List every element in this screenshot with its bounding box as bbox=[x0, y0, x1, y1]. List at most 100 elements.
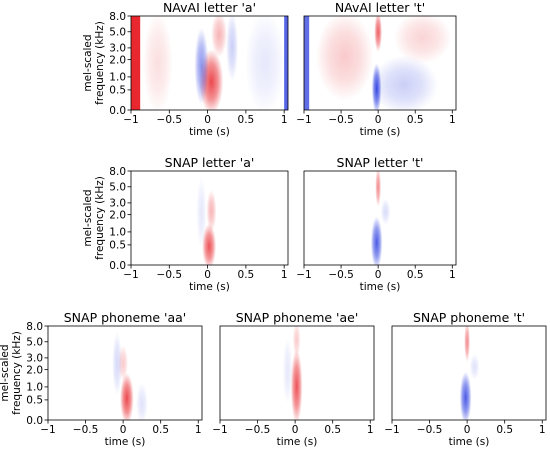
plot-frame bbox=[303, 15, 457, 111]
plot-frame bbox=[130, 15, 289, 111]
positive-attribution-blob bbox=[374, 16, 383, 52]
x-tick-label: 0.5 bbox=[238, 269, 255, 281]
negative-attribution-blob bbox=[380, 198, 391, 225]
x-tick-label: 0.5 bbox=[496, 424, 513, 436]
x-tick-label: 0.5 bbox=[238, 114, 255, 126]
x-tick-label: 0.5 bbox=[407, 114, 424, 126]
x-tick-label: −0.5 bbox=[157, 269, 183, 281]
heatmap-marks bbox=[370, 171, 391, 265]
y-axis-label-line1: mel-scaled bbox=[82, 189, 94, 246]
x-tick-label: 0 bbox=[204, 269, 211, 281]
y-tick-label: 3.0 bbox=[26, 353, 43, 365]
negative-attribution-blob bbox=[459, 371, 472, 420]
plot-frame bbox=[47, 325, 203, 421]
positive-attribution-blob bbox=[202, 223, 217, 265]
positive-attribution-blob bbox=[375, 171, 382, 207]
heatmap-marks bbox=[196, 176, 217, 265]
x-tick-label: 1 bbox=[539, 424, 546, 436]
x-tick-label: 0.5 bbox=[324, 424, 341, 436]
y-axis-label-line1: mel-scaled bbox=[82, 34, 94, 91]
x-tick-label: −0.5 bbox=[328, 114, 354, 126]
chart-title: SNAP phoneme 'aa' bbox=[64, 310, 187, 325]
plot-frame bbox=[303, 170, 457, 266]
plot-frame bbox=[391, 325, 547, 421]
x-axis-label: time (s) bbox=[277, 436, 318, 448]
positive-attribution-blob bbox=[290, 349, 303, 420]
x-tick-label: −1 bbox=[212, 424, 227, 436]
x-axis-label: time (s) bbox=[449, 436, 490, 448]
negative-attribution-blob bbox=[196, 176, 207, 249]
positive-attribution-blob bbox=[120, 373, 134, 420]
positive-attribution-blob bbox=[142, 16, 173, 110]
x-axis-label: time (s) bbox=[189, 281, 230, 293]
positive-attribution-blob bbox=[206, 189, 217, 232]
heatmap-marks bbox=[131, 16, 288, 110]
negative-attribution-blob bbox=[226, 16, 239, 81]
x-axis-label: time (s) bbox=[360, 126, 401, 138]
x-tick-label: 1 bbox=[449, 114, 456, 126]
positive-attribution-blob bbox=[292, 326, 301, 358]
y-tick-label: 0.0 bbox=[109, 105, 126, 117]
x-tick-label: −0.5 bbox=[157, 114, 183, 126]
chart-title: SNAP letter 't' bbox=[337, 155, 424, 170]
x-tick-label: 0 bbox=[204, 114, 211, 126]
y-tick-label: 3.0 bbox=[109, 43, 126, 55]
x-tick-label: 0.5 bbox=[407, 269, 424, 281]
x-tick-label: 0 bbox=[375, 269, 382, 281]
positive-attribution-blob bbox=[393, 16, 452, 64]
y-tick-label: 1.0 bbox=[109, 227, 126, 239]
chart-title: NAvAI letter 't' bbox=[335, 0, 425, 15]
y-tick-label: 0.5 bbox=[109, 240, 126, 252]
negative-attribution-blob bbox=[370, 55, 438, 110]
x-tick-label: −1 bbox=[296, 269, 311, 281]
y-tick-label: 2.0 bbox=[109, 54, 126, 66]
chart-panel-7: −1 −0.5 0 0.5 1 time (s) SNAP phoneme 't' bbox=[384, 310, 547, 448]
x-tick-label: 0 bbox=[292, 424, 299, 436]
y-axis-label-line2: frequency (kHz) bbox=[11, 331, 23, 415]
x-tick-label: −0.5 bbox=[245, 424, 271, 436]
chart-panel-4: −1 −0.5 0 0.5 1 time (s) SNAP letter 't' bbox=[296, 155, 457, 293]
plot-frame bbox=[219, 325, 375, 421]
y-tick-label: 0.0 bbox=[109, 260, 126, 272]
y-tick-label: 3.0 bbox=[109, 198, 126, 210]
y-tick-label: 0.0 bbox=[26, 415, 43, 427]
chart-panel-2: −1 −0.5 0 0.5 1 time (s) NAvAI letter 't' bbox=[296, 0, 457, 138]
negative-attribution-blob bbox=[245, 16, 285, 110]
negative-attribution-blob bbox=[112, 331, 122, 396]
heatmap-marks bbox=[282, 326, 303, 420]
y-tick-label: 8.0 bbox=[26, 321, 43, 333]
negative-attribution-blob bbox=[194, 27, 209, 105]
y-tick-label: 5.0 bbox=[26, 337, 43, 349]
heatmap-marks bbox=[112, 331, 148, 420]
x-tick-label: 1 bbox=[281, 269, 288, 281]
x-tick-label: 0 bbox=[464, 424, 471, 436]
y-tick-label: 1.0 bbox=[26, 382, 43, 394]
x-tick-label: −1 bbox=[296, 114, 311, 126]
negative-attribution-blob bbox=[370, 216, 383, 265]
negative-attribution-blob bbox=[282, 337, 293, 404]
plot-frame bbox=[130, 170, 289, 266]
y-tick-label: 0.5 bbox=[26, 395, 43, 407]
y-axis-label-line2: frequency (kHz) bbox=[94, 21, 106, 105]
positive-attribution-blob bbox=[211, 16, 228, 58]
heatmap-marks bbox=[459, 326, 480, 420]
y-tick-label: 2.0 bbox=[26, 364, 43, 376]
x-tick-label: −1 bbox=[123, 269, 138, 281]
negative-attribution-band bbox=[304, 16, 310, 110]
negative-attribution-blob bbox=[469, 353, 480, 380]
y-tick-label: 0.5 bbox=[109, 85, 126, 97]
y-tick-label: 1.0 bbox=[109, 72, 126, 84]
chart-title: NAvAI letter 'a' bbox=[163, 0, 256, 15]
x-tick-label: −1 bbox=[123, 114, 138, 126]
y-axis-label-line2: frequency (kHz) bbox=[94, 176, 106, 260]
chart-title: SNAP letter 'a' bbox=[165, 155, 255, 170]
x-tick-label: 1 bbox=[195, 424, 202, 436]
x-tick-label: −1 bbox=[40, 424, 55, 436]
x-tick-label: 1 bbox=[367, 424, 374, 436]
chart-panel-6: −1 −0.5 0 0.5 1 time (s) SNAP phoneme 'ae' bbox=[212, 310, 375, 448]
y-tick-label: 8.0 bbox=[109, 166, 126, 178]
chart-title: SNAP phoneme 'ae' bbox=[236, 310, 359, 325]
